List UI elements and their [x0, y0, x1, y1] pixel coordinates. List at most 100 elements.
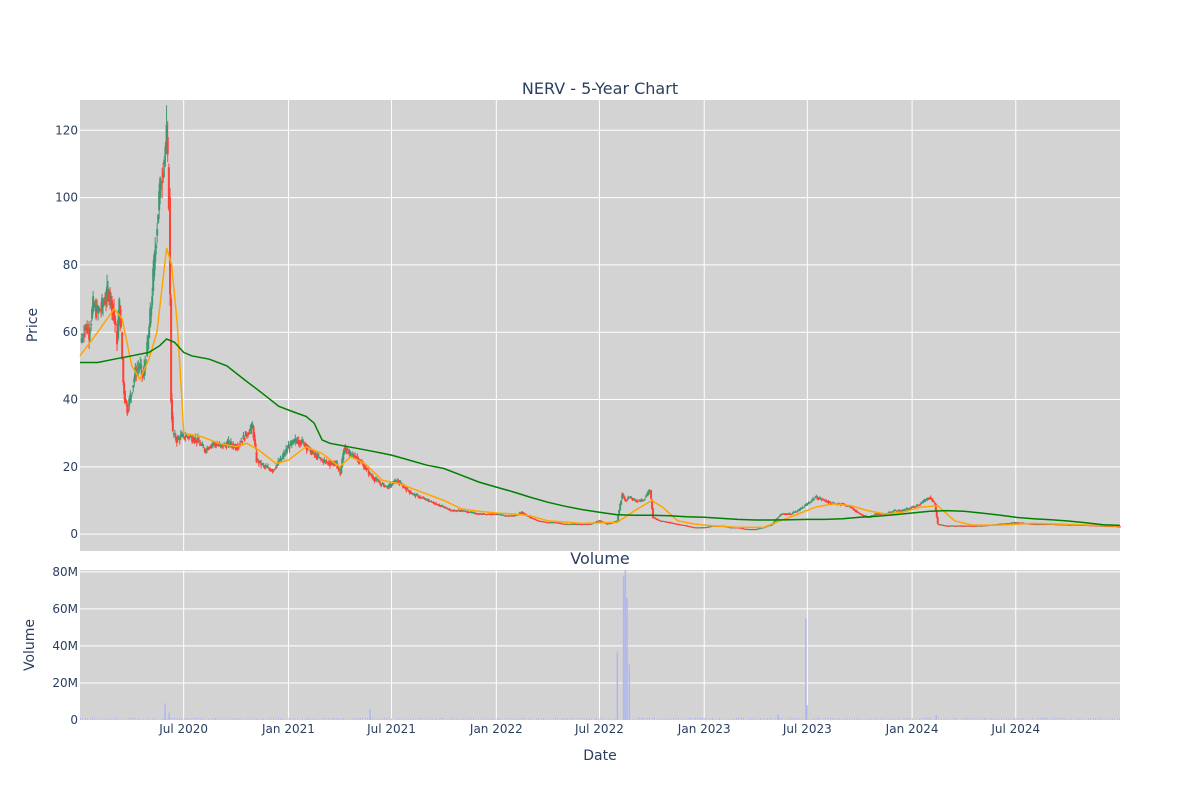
- candle-body: [669, 522, 672, 524]
- volume-bar: [435, 717, 437, 720]
- candle-body: [584, 524, 587, 526]
- candle-body: [568, 524, 571, 526]
- volume-bar: [365, 717, 367, 720]
- volume-bar: [637, 717, 639, 720]
- candle-body: [921, 502, 924, 504]
- candle-body: [421, 497, 424, 499]
- volume-bar: [809, 719, 811, 720]
- volume-bar: [367, 718, 369, 720]
- volume-bar: [700, 717, 702, 720]
- volume-bar: [1110, 718, 1112, 720]
- volume-bar: [380, 718, 382, 720]
- volume-bar: [1103, 718, 1105, 720]
- candle-body: [742, 528, 745, 530]
- candle-body: [162, 172, 165, 178]
- candle-body: [555, 522, 558, 524]
- volume-bar: [760, 718, 762, 720]
- volume-bar: [165, 718, 167, 720]
- candle-body: [1068, 524, 1071, 526]
- candle-body: [929, 497, 932, 500]
- candle-body: [662, 520, 665, 522]
- volume-bar: [138, 718, 140, 720]
- candle-body: [193, 438, 196, 443]
- candle-body: [1002, 523, 1005, 525]
- candle-body: [303, 442, 306, 447]
- volume-bar: [459, 718, 461, 720]
- candle-body: [829, 502, 832, 504]
- volume-bar: [307, 717, 309, 720]
- candle-body: [751, 529, 754, 531]
- volume-bar: [553, 718, 555, 720]
- price-tick-label: 80: [63, 258, 78, 272]
- candle-body: [405, 488, 408, 491]
- candle-body: [272, 469, 275, 471]
- volume-bar: [997, 718, 999, 720]
- candle-body: [497, 514, 500, 516]
- volume-bar: [816, 717, 818, 720]
- candle-body: [743, 528, 746, 530]
- candle-body: [531, 517, 534, 519]
- volume-bar: [1018, 718, 1020, 720]
- volume-bar: [802, 718, 804, 720]
- volume-bar: [944, 717, 946, 720]
- volume-tick-label: 40M: [52, 639, 78, 653]
- volume-bar: [647, 717, 649, 720]
- volume-bar: [298, 719, 300, 720]
- volume-bar: [170, 718, 172, 720]
- volume-bar: [369, 708, 371, 720]
- volume-bar: [255, 718, 257, 720]
- candle-body: [937, 524, 940, 526]
- candle-body: [923, 500, 926, 502]
- candle-body: [360, 462, 363, 464]
- candle-body: [870, 515, 873, 517]
- volume-bar: [431, 718, 433, 720]
- candle-body: [387, 486, 390, 489]
- candle-body: [559, 523, 562, 525]
- candle-body: [701, 527, 704, 529]
- candle-body: [95, 308, 98, 318]
- volume-bar: [1036, 717, 1038, 720]
- candle-body: [573, 523, 576, 525]
- volume-bar: [664, 718, 666, 720]
- candle-body: [922, 500, 925, 503]
- candle-body: [853, 508, 856, 510]
- volume-bar: [445, 718, 447, 720]
- candle-body: [273, 468, 276, 470]
- volume-bar: [835, 718, 837, 720]
- volume-bar: [1071, 719, 1073, 720]
- candle-body: [145, 362, 148, 364]
- candle-body: [1012, 522, 1015, 524]
- volume-bar: [768, 718, 770, 720]
- volume-bar: [273, 718, 275, 720]
- candle-body: [623, 496, 626, 498]
- candle-body: [1116, 526, 1119, 528]
- candle-body: [753, 529, 756, 531]
- candle-body: [254, 443, 257, 449]
- candle-body: [957, 525, 960, 527]
- candle-body: [395, 481, 398, 483]
- candle-body: [656, 519, 659, 521]
- volume-bar: [761, 718, 763, 720]
- candle-body: [550, 521, 553, 523]
- volume-bar: [630, 718, 632, 720]
- volume-bar: [982, 718, 984, 720]
- candle-body: [892, 511, 895, 513]
- candle-body: [149, 308, 152, 328]
- candle-body: [231, 444, 234, 446]
- candle-body: [432, 502, 435, 504]
- volume-bar: [850, 718, 852, 720]
- candle-body: [759, 528, 762, 530]
- volume-bar: [329, 718, 331, 720]
- volume-bar: [262, 718, 264, 720]
- volume-bar: [319, 719, 321, 720]
- volume-bar: [795, 718, 797, 720]
- candle-body: [489, 513, 492, 515]
- candle-body: [924, 500, 927, 502]
- volume-bar: [1038, 718, 1040, 720]
- volume-bar: [191, 718, 193, 720]
- candle-body: [629, 496, 632, 498]
- candle-body: [168, 197, 171, 295]
- candle-body: [404, 487, 407, 489]
- candle-body: [693, 527, 696, 529]
- candle-body: [310, 450, 313, 455]
